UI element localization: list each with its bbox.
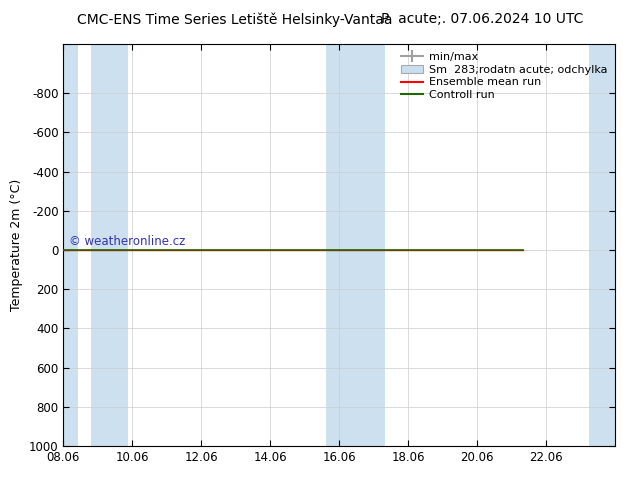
Bar — [589, 44, 633, 446]
Text: CMC-ENS Time Series Letiště Helsinky-Vantaa: CMC-ENS Time Series Letiště Helsinky-Van… — [77, 12, 392, 27]
Bar — [352, 44, 385, 446]
Legend: min/max, Sm  283;rodatn acute; odchylka, Ensemble mean run, Controll run: min/max, Sm 283;rodatn acute; odchylka, … — [399, 49, 609, 102]
Bar — [41, 44, 78, 446]
Y-axis label: Temperature 2m (°C): Temperature 2m (°C) — [10, 179, 23, 311]
Text: © weatheronline.cz: © weatheronline.cz — [69, 235, 185, 248]
Text: P  acute;. 07.06.2024 10 UTC: P acute;. 07.06.2024 10 UTC — [380, 12, 583, 26]
Bar — [327, 44, 359, 446]
Bar — [91, 44, 128, 446]
